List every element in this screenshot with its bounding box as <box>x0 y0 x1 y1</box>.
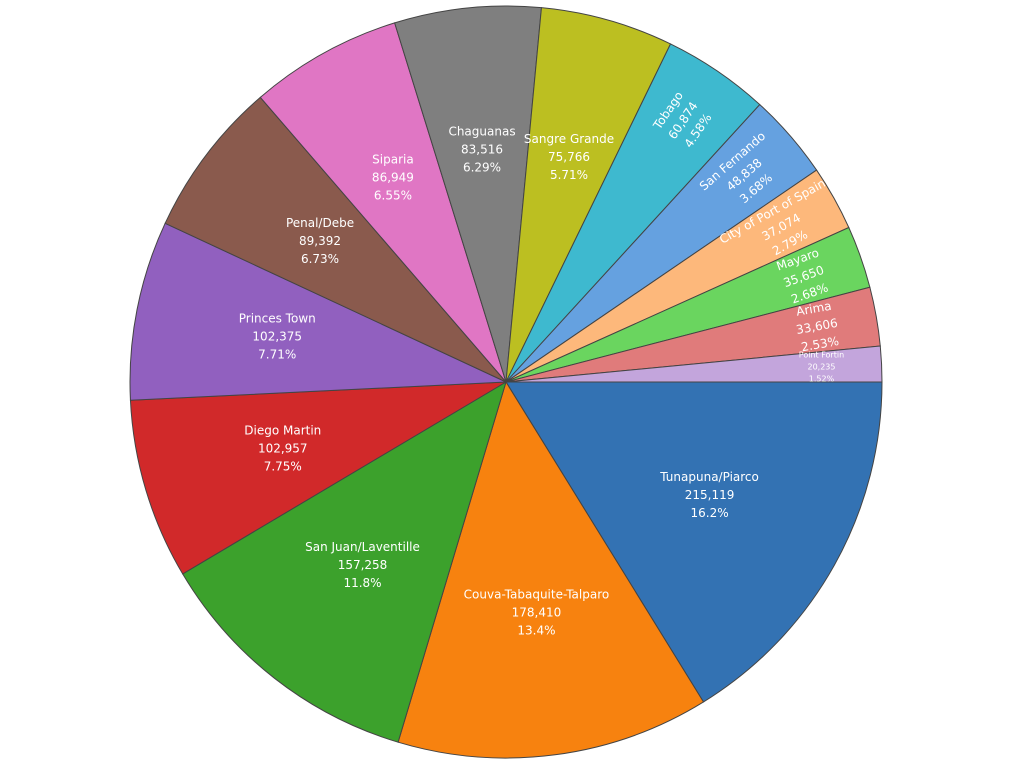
data-label: 215,119 <box>685 488 735 502</box>
data-label: Arima <box>795 299 832 319</box>
pie-slice <box>505 7 672 383</box>
data-label: Princes Town <box>239 312 316 326</box>
data-label: 16.2% <box>691 506 729 520</box>
data-label: Tunapuna/Piarco <box>659 470 759 484</box>
data-label: 13.4% <box>517 624 555 638</box>
slice-label: Tunapuna/Piarco 215,119 16.2% <box>659 470 759 520</box>
data-label: 102,375 <box>252 330 302 344</box>
data-label: 157,258 <box>338 558 388 572</box>
data-label: Couva-Tabaquite-Talparo <box>464 588 610 602</box>
data-label: 1.52% <box>809 374 835 383</box>
data-label: 6.55% <box>374 189 412 203</box>
data-label: Siparia <box>372 153 414 167</box>
data-label: 102,957 <box>258 442 308 456</box>
data-label: 2.53% <box>800 334 840 354</box>
slice-label: Penal/Debe 89,392 6.73% <box>286 216 354 266</box>
data-label: 7.75% <box>264 460 302 474</box>
slice-label: Diego Martin 102,957 7.75% <box>244 424 321 474</box>
data-label: Point Fortin <box>799 350 844 359</box>
data-label: 6.29% <box>463 161 501 175</box>
data-label: 86,949 <box>372 171 414 185</box>
pie-slice <box>164 96 507 383</box>
data-label: Chaguanas <box>448 125 515 139</box>
data-label: 11.8% <box>343 576 381 590</box>
slice-label: Chaguanas 83,516 6.29% <box>448 125 515 175</box>
slice-label: Couva-Tabaquite-Talparo 178,410 13.4% <box>464 588 610 638</box>
pie-slice <box>394 5 543 383</box>
data-label: 75,766 <box>548 150 590 164</box>
data-label: 89,392 <box>299 234 341 248</box>
pie-slice <box>259 22 507 383</box>
slice-label: Siparia 86,949 6.55% <box>372 153 414 203</box>
data-label: San Juan/Laventille <box>305 540 420 554</box>
data-label: 83,516 <box>461 143 503 157</box>
slice-label: Sangre Grande 75,766 5.71% <box>524 132 614 182</box>
slice-label: San Juan/Laventille 157,258 11.8% <box>305 540 420 590</box>
data-label: Diego Martin <box>244 424 321 438</box>
pie-slice <box>129 381 507 575</box>
pie-slice <box>505 381 883 703</box>
data-label: 5.71% <box>550 168 588 182</box>
pie-slice <box>505 345 883 383</box>
data-label: 178,410 <box>512 606 562 620</box>
data-label: 6.73% <box>301 252 339 266</box>
data-label: Penal/Debe <box>286 216 354 230</box>
pie-slice <box>129 222 507 401</box>
slice-label: Point Fortin 20,235 1.52% <box>799 350 844 383</box>
pie-slice <box>397 380 705 759</box>
pie-slice <box>181 380 507 743</box>
data-label: 7.71% <box>258 348 296 362</box>
data-label: 20,235 <box>807 362 835 371</box>
slice-label: Princes Town 102,375 7.71% <box>239 312 316 362</box>
data-label: Sangre Grande <box>524 132 614 146</box>
